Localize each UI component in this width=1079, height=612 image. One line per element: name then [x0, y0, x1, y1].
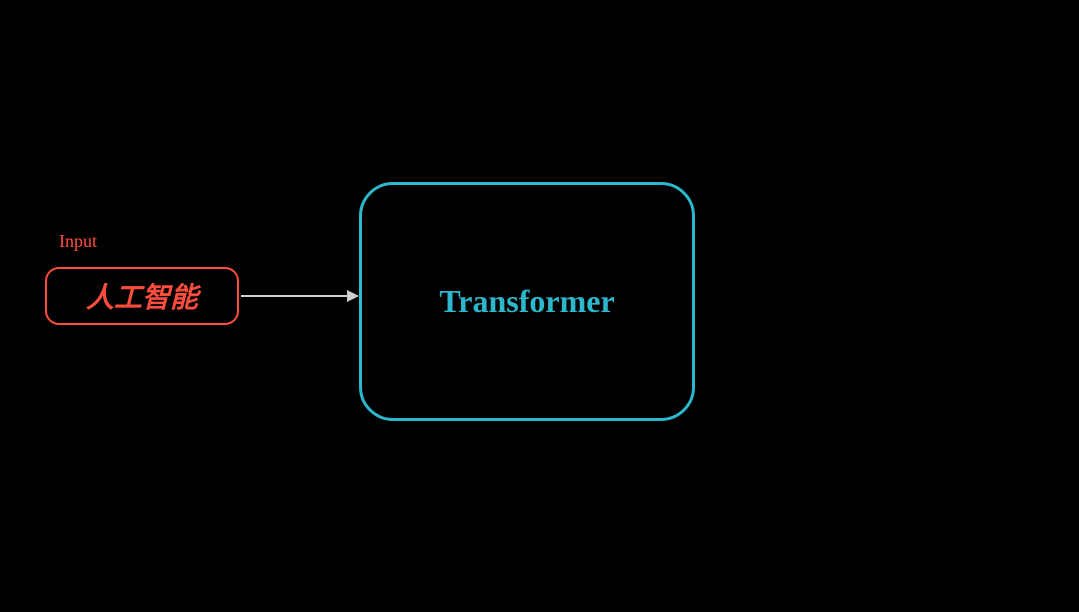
input-node-text: 人工智能 [86, 276, 198, 316]
arrow-head [347, 290, 359, 302]
transformer-node: Transformer [359, 182, 695, 421]
transformer-node-text: Transformer [439, 283, 614, 320]
input-label: Input [59, 231, 97, 252]
arrow-line [241, 295, 347, 297]
input-node: 人工智能 [45, 267, 239, 325]
diagram-canvas: Input 人工智能 Transformer [0, 0, 1079, 612]
